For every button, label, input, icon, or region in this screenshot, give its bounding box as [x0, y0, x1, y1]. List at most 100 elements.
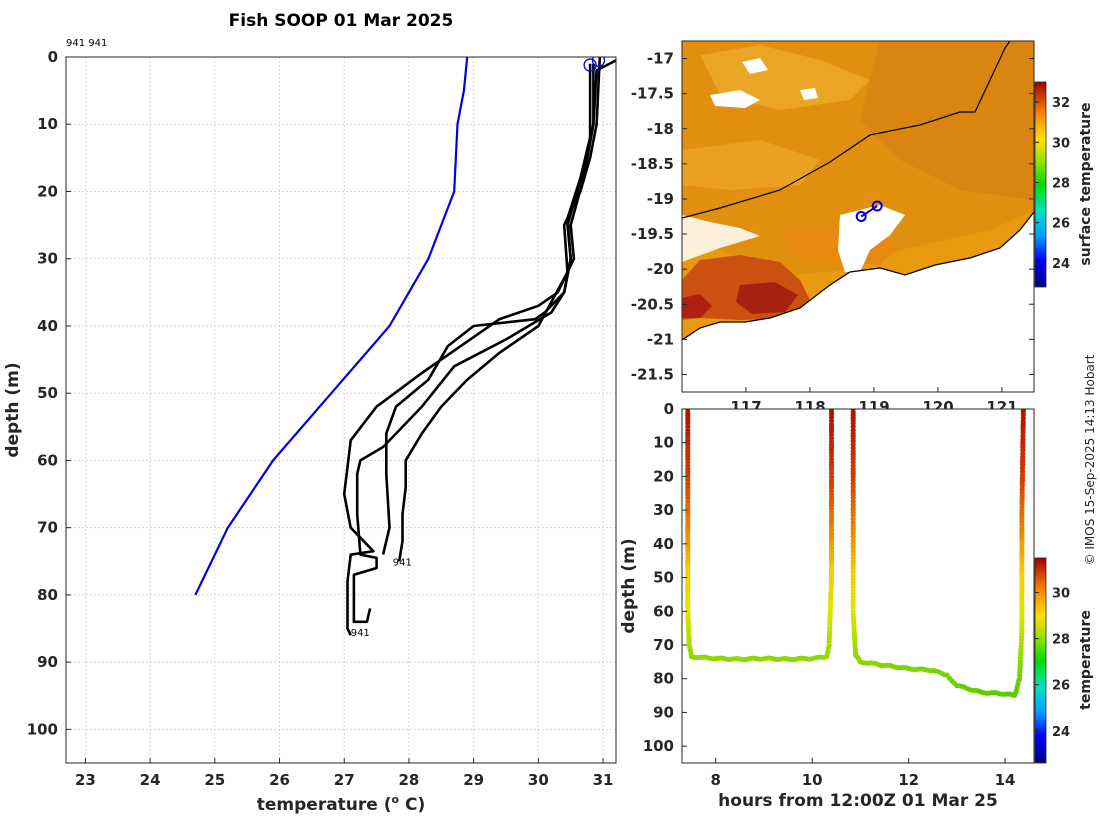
map-y-tick-label: -21.5 [631, 365, 674, 383]
map-hottest-patch [736, 282, 798, 314]
series-climatology [194, 57, 469, 596]
series-profile-3 [381, 63, 592, 555]
map-cloud-3 [800, 88, 818, 100]
y-tick-label: 100 [27, 720, 58, 738]
time-depth-chart: 8 10 12 14 0 10 20 30 40 50 60 70 80 90 100 hours from… [619, 400, 1094, 811]
time-y-tick-label: 90 [653, 703, 674, 721]
time-data-point [1019, 525, 1025, 531]
time-y-tick-label: 0 [664, 400, 674, 418]
profile-id-annotation: 941 [351, 628, 370, 639]
time-y-tick-label: 20 [653, 467, 674, 485]
map-track-marker [871, 200, 883, 212]
time-x-tick-label: 14 [995, 771, 1016, 789]
profile-plot-area [66, 57, 616, 763]
map-y-tick-label: -18.5 [631, 155, 674, 173]
x-tick-label: 25 [204, 771, 225, 789]
map-y-tick-label: -19.5 [631, 225, 674, 243]
time-data-point [685, 534, 691, 540]
y-tick-label: 40 [37, 317, 58, 335]
time-y-tick-label: 60 [653, 602, 674, 620]
time-data-point [685, 424, 691, 430]
time-y-tick-label: 70 [653, 636, 674, 654]
map-colorbar-tick-label: 32 [1052, 96, 1070, 111]
time-data-point [1020, 409, 1026, 412]
time-data-point [850, 459, 856, 465]
credit-text: © IMOS 15-Sep-2025 14:13 Hobart [1083, 354, 1097, 565]
map-colorbar-tick-label: 24 [1052, 257, 1070, 272]
x-tick-label: 24 [140, 771, 161, 789]
profile-chart: 941 941 23 24 25 26 27 28 29 30 31 0 10 20 30 40 50 60 70… [3, 11, 617, 815]
time-frame [681, 408, 1035, 764]
map-colorbar-tick-label: 28 [1052, 176, 1070, 191]
map-colorbar [1034, 81, 1047, 288]
time-x-tick-label: 10 [802, 771, 823, 789]
profile-ticks: 23 24 25 26 27 28 29 30 31 0 10 20 30 40 50 60 70 80 90 100 [27, 48, 614, 789]
map-track-marker [855, 211, 867, 222]
map-y-tick-label: -17.5 [631, 85, 674, 103]
time-data-point [1019, 617, 1025, 623]
time-series-points [685, 409, 1026, 698]
time-colorbar-tick-label: 24 [1052, 725, 1070, 740]
chart-title: Fish SOOP 01 Mar 2025 [229, 11, 454, 31]
map-track [855, 200, 883, 222]
time-data-point [850, 424, 856, 430]
time-colorbar [1034, 557, 1047, 764]
time-data-point [850, 569, 856, 575]
xlabel-degree: o [392, 793, 400, 806]
map-land-mask [682, 212, 1034, 392]
map-y-tick-label: -17 [647, 50, 674, 68]
x-tick-label: 23 [75, 771, 96, 789]
map-y-tick-label: -19 [647, 190, 674, 208]
time-colorbar-tick-label: 30 [1052, 587, 1070, 602]
time-data-point [850, 534, 856, 540]
x-tick-label: 29 [463, 771, 484, 789]
surface-marker [583, 58, 597, 72]
time-ylabel: depth (m) [619, 538, 639, 633]
map-nodata-west [682, 215, 760, 262]
series-profile-4 [342, 59, 616, 636]
xlabel-text: temperature ( [257, 795, 392, 815]
time-y-tick-label: 40 [653, 535, 674, 553]
map-y-tick-label: -21 [647, 330, 674, 348]
map-depth-contour [682, 41, 1011, 219]
time-y-tick-label: 100 [643, 737, 674, 755]
time-data-point [828, 409, 835, 412]
y-tick-label: 20 [37, 182, 58, 200]
time-colorbar-tick-label: 26 [1052, 679, 1070, 694]
profile-ylabel: depth (m) [3, 362, 23, 457]
time-y-tick-label: 30 [653, 501, 674, 519]
x-tick-label: 30 [528, 771, 549, 789]
time-colorbar-label: temperature [1078, 610, 1094, 710]
map-hot-patch-w [682, 294, 712, 318]
time-ticks: 8 10 12 14 0 10 20 30 40 50 60 70 80 90 100 [643, 400, 1016, 789]
map-coastline [682, 211, 1034, 341]
time-y-tick-label: 80 [653, 670, 674, 688]
profile-xlabel: temperature (o C) [257, 793, 426, 815]
x-tick-label: 27 [334, 771, 355, 789]
map-y-tick-label: -20.5 [631, 295, 674, 313]
y-tick-label: 70 [37, 519, 58, 537]
time-xlabel: hours from 12:00Z 01 Mar 25 [718, 791, 998, 811]
y-tick-label: 80 [37, 586, 58, 604]
map-cloud-2 [742, 58, 768, 74]
y-tick-label: 10 [37, 115, 58, 133]
y-tick-label: 60 [37, 451, 58, 469]
map-area [682, 41, 1034, 392]
time-y-tick-label: 10 [653, 434, 674, 452]
profile-series: 941 941 [194, 57, 616, 639]
map-y-tick-label: -18 [647, 120, 674, 138]
map-colorbar-tick-label: 30 [1052, 136, 1070, 151]
time-data-point [828, 491, 835, 498]
xlabel-unit: C) [399, 795, 425, 815]
time-data-point [685, 569, 691, 575]
map-cool-patch-w [682, 140, 820, 190]
map-warm-region-ne [860, 41, 1034, 200]
time-colorbar-ticks: 24 26 28 30 [1035, 587, 1070, 740]
map-colorbar-tick-label: 26 [1052, 217, 1070, 232]
y-tick-label: 30 [37, 250, 58, 268]
x-tick-label: 26 [269, 771, 290, 789]
profile-grid [66, 56, 616, 763]
time-x-tick-label: 8 [711, 771, 721, 789]
time-data-point [685, 459, 691, 465]
sst-map: -17 -17.5 -18 -18.5 -19 -19.5 -20 -20.5 -21 -21.5… [631, 40, 1094, 416]
